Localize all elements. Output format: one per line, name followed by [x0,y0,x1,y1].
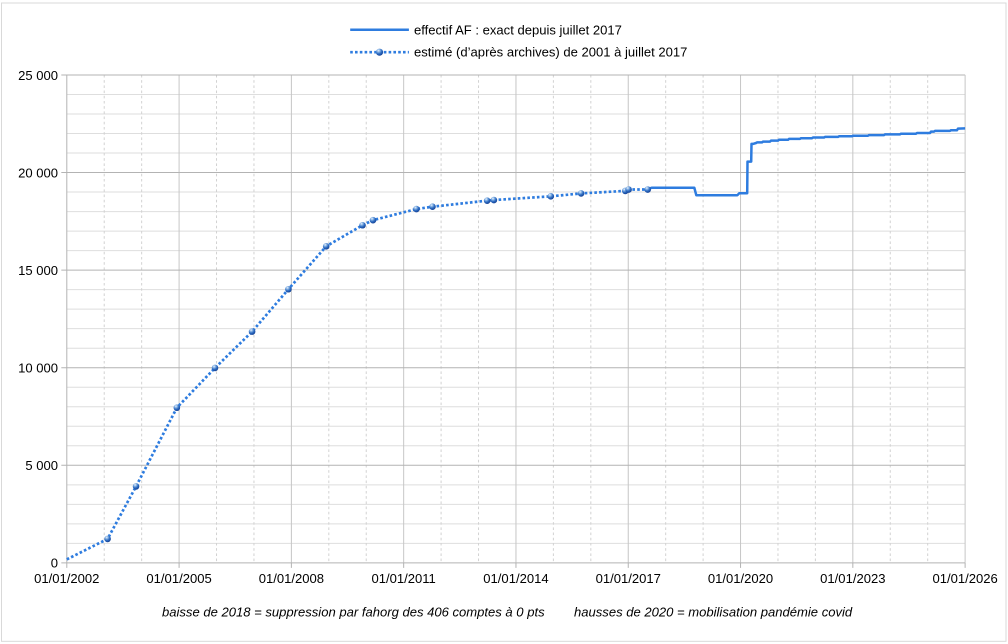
svg-text:01/01/2020: 01/01/2020 [708,571,773,586]
svg-text:5 000: 5 000 [25,458,58,473]
svg-text:01/01/2026: 01/01/2026 [932,571,997,586]
svg-text:15 000: 15 000 [18,263,58,278]
svg-text:25 000: 25 000 [18,68,58,83]
svg-text:01/01/2023: 01/01/2023 [820,571,885,586]
svg-text:01/01/2011: 01/01/2011 [371,571,435,586]
svg-text:0: 0 [51,556,58,571]
svg-text:01/01/2008: 01/01/2008 [259,571,324,586]
svg-text:estimé (d’après archives) de 2: estimé (d’après archives) de 2001 à juil… [414,45,687,60]
svg-text:01/01/2017: 01/01/2017 [596,571,661,586]
svg-text:01/01/2005: 01/01/2005 [146,571,211,586]
svg-text:hausses de 2020 = mobilisation: hausses de 2020 = mobilisation pandémie … [574,605,853,620]
svg-text:baisse de 2018 = suppression p: baisse de 2018 = suppression par fahorg … [162,605,545,620]
svg-text:effectif AF : exact depuis jui: effectif AF : exact depuis juillet 2017 [414,22,622,37]
svg-text:01/01/2002: 01/01/2002 [34,571,99,586]
svg-text:01/01/2014: 01/01/2014 [483,571,548,586]
svg-text:10 000: 10 000 [18,361,58,376]
svg-text:20 000: 20 000 [18,165,58,180]
